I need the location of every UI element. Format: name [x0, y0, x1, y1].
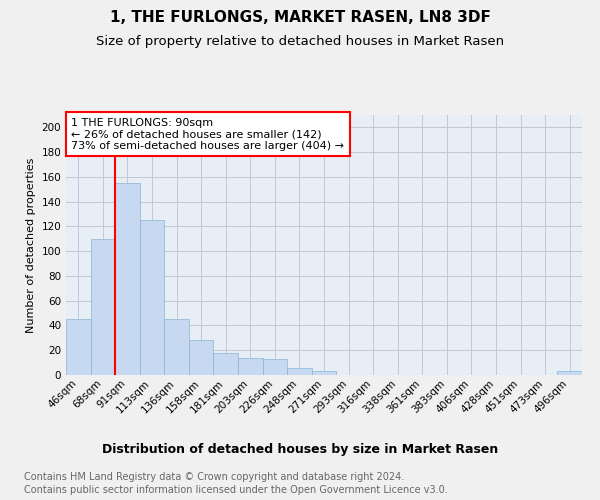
- Bar: [66, 320, 91, 375]
- Text: 1 THE FURLONGS: 90sqm
← 26% of detached houses are smaller (142)
73% of semi-det: 1 THE FURLONGS: 90sqm ← 26% of detached …: [71, 118, 344, 151]
- Bar: [287, 368, 312, 375]
- Text: Size of property relative to detached houses in Market Rasen: Size of property relative to detached ho…: [96, 35, 504, 48]
- Text: Contains HM Land Registry data © Crown copyright and database right 2024.: Contains HM Land Registry data © Crown c…: [24, 472, 404, 482]
- Bar: [115, 183, 140, 375]
- Bar: [91, 239, 115, 375]
- Bar: [214, 352, 238, 375]
- Bar: [164, 320, 189, 375]
- Text: Contains public sector information licensed under the Open Government Licence v3: Contains public sector information licen…: [24, 485, 448, 495]
- Y-axis label: Number of detached properties: Number of detached properties: [26, 158, 36, 332]
- Text: 1, THE FURLONGS, MARKET RASEN, LN8 3DF: 1, THE FURLONGS, MARKET RASEN, LN8 3DF: [110, 10, 490, 25]
- Bar: [263, 359, 287, 375]
- Bar: [238, 358, 263, 375]
- Bar: [140, 220, 164, 375]
- Bar: [557, 372, 582, 375]
- Bar: [312, 372, 336, 375]
- Bar: [189, 340, 214, 375]
- Text: Distribution of detached houses by size in Market Rasen: Distribution of detached houses by size …: [102, 442, 498, 456]
